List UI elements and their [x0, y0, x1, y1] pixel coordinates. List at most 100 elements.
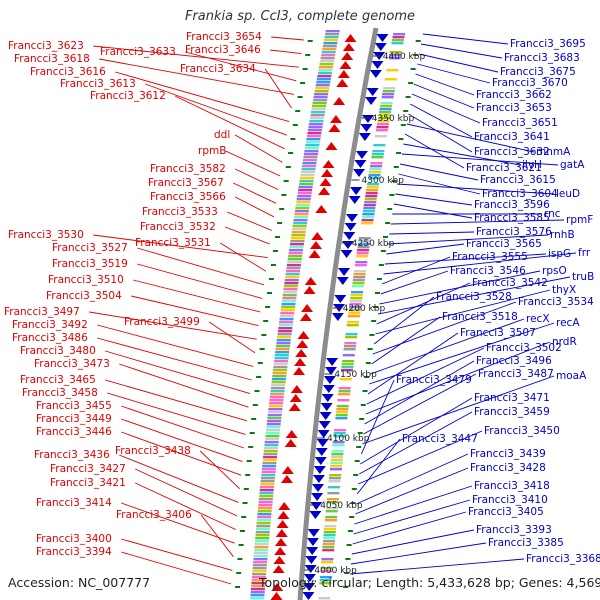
forward-gene: [280, 475, 293, 483]
track-feature: [294, 213, 309, 216]
track-feature: [351, 285, 364, 288]
tick-dash: [356, 446, 362, 448]
track-feature: [254, 543, 269, 546]
track-feature: [326, 507, 338, 510]
track-feature: [258, 501, 273, 504]
track-feature: [312, 102, 327, 105]
right-leader-line: [380, 270, 449, 295]
tick-dash: [365, 362, 371, 364]
right-leader-line: [403, 143, 521, 166]
left-gene-label: Francci3_3492: [12, 319, 88, 331]
track-feature: [279, 318, 294, 321]
reverse-gene: [322, 385, 335, 393]
track-feature: [341, 366, 354, 369]
left-gene-label: ddl: [214, 129, 230, 141]
track-feature: [264, 441, 279, 444]
tick-dash: [380, 250, 386, 252]
tick-dash: [239, 530, 245, 532]
forward-gene: [303, 286, 316, 294]
track-feature: [323, 531, 336, 534]
forward-gene: [273, 556, 286, 564]
track-feature: [307, 132, 322, 135]
track-feature: [261, 468, 276, 471]
reverse-gene: [309, 511, 322, 519]
left-leader-line: [119, 363, 249, 408]
left-gene-label: Francci3_3582: [150, 163, 226, 175]
track-feature: [348, 312, 361, 315]
track-feature: [324, 36, 339, 39]
reverse-gene: [306, 538, 319, 546]
track-feature: [273, 363, 288, 366]
track-feature: [296, 198, 311, 201]
track-feature: [320, 570, 333, 573]
track-feature: [344, 345, 356, 348]
track-feature: [378, 117, 390, 120]
track-feature: [326, 498, 339, 501]
track-feature: [356, 255, 369, 258]
track-feature: [279, 315, 294, 318]
track-feature: [261, 474, 276, 477]
track-feature: [251, 585, 266, 588]
track-feature: [327, 492, 340, 495]
track-feature: [338, 387, 351, 390]
right-gene-label: Francci3_3675: [500, 66, 576, 78]
reverse-gene: [314, 457, 327, 465]
track-feature: [269, 402, 284, 405]
track-feature: [325, 510, 338, 513]
tick-dash: [357, 432, 363, 434]
track-feature: [316, 81, 331, 84]
right-leader-line: [373, 296, 435, 345]
track-feature: [336, 408, 349, 411]
tick-dash: [300, 82, 306, 84]
track-feature: [267, 414, 282, 417]
track-feature: [295, 204, 310, 207]
tick-dash: [405, 96, 411, 98]
track-feature: [255, 534, 270, 537]
left-leader-line: [99, 58, 294, 95]
track-feature: [260, 477, 275, 480]
tick-dash: [281, 194, 287, 196]
track-feature: [297, 192, 312, 195]
left-leader-line: [233, 182, 277, 204]
forward-gene: [294, 358, 307, 366]
right-gene-label: Francci3_3507: [460, 327, 536, 339]
right-leader-line: [404, 133, 465, 169]
right-leader-line: [417, 63, 491, 84]
track-feature: [251, 579, 266, 582]
track-feature: [274, 354, 289, 357]
tick-dash: [389, 194, 395, 196]
left-leader-line: [93, 45, 299, 68]
track-feature: [323, 534, 336, 537]
right-leader-line: [387, 234, 549, 245]
track-feature: [286, 270, 300, 273]
track-feature: [250, 588, 265, 591]
track-feature: [258, 504, 273, 507]
track-feature: [350, 294, 363, 297]
right-leader-line: [364, 360, 475, 425]
left-leader-line: [235, 168, 279, 191]
left-gene-label: Francci3_3566: [150, 191, 226, 203]
left-leader-line: [121, 418, 243, 463]
track-feature: [379, 108, 392, 111]
tick-dash: [362, 390, 368, 392]
right-gene-label: rnhB: [550, 229, 575, 241]
track-feature: [256, 528, 270, 531]
right-gene-label: Francci3_3615: [480, 174, 556, 186]
tick-dash: [378, 264, 384, 266]
track-feature: [296, 201, 311, 204]
track-feature: [384, 78, 397, 81]
track-feature: [283, 288, 298, 291]
forward-gene: [333, 97, 346, 105]
left-leader-line: [199, 450, 241, 490]
track-feature: [376, 123, 389, 126]
track-feature: [257, 510, 272, 513]
right-leader-line: [375, 289, 551, 335]
track-feature: [256, 522, 271, 525]
forward-gene: [295, 349, 308, 357]
right-gene-label: Francci3_3410: [472, 494, 548, 506]
forward-gene: [311, 232, 324, 240]
track-feature: [273, 366, 288, 369]
tick-dash: [246, 460, 252, 462]
right-leader-line: [370, 318, 525, 375]
left-gene-label: Francci3_3613: [60, 78, 136, 90]
